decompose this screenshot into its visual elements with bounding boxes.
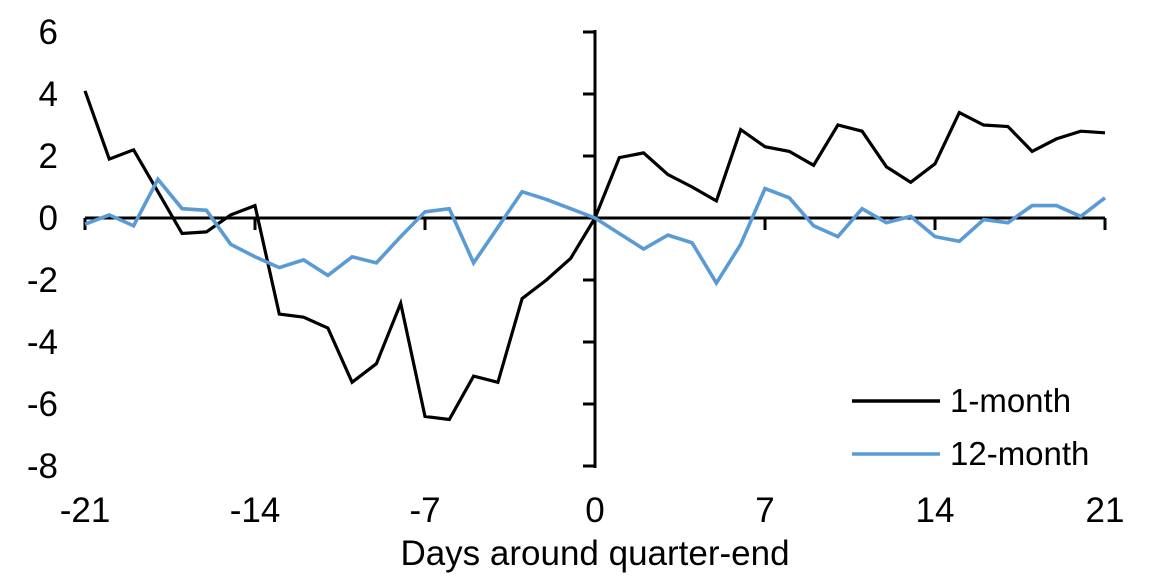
x-tick-label: -21 xyxy=(60,491,111,530)
x-tick-label: -7 xyxy=(409,491,440,530)
series-line-12-month xyxy=(84,176,1107,287)
x-tick-label: 0 xyxy=(585,491,604,530)
y-tick-label: -6 xyxy=(27,385,58,424)
x-tick-label: 14 xyxy=(916,491,955,530)
legend-label: 12-month xyxy=(950,435,1089,472)
y-tick-label: 6 xyxy=(39,13,58,52)
legend-item: 1-month xyxy=(852,382,1071,419)
y-tick-label: -8 xyxy=(27,447,58,486)
y-tick-label: -4 xyxy=(27,323,58,362)
y-tick-label: 0 xyxy=(39,199,58,238)
legend-label: 1-month xyxy=(950,382,1071,419)
x-tick-label: 7 xyxy=(755,491,774,530)
y-tick-label: 2 xyxy=(39,137,58,176)
y-tick-label: 4 xyxy=(39,75,58,114)
x-tick-label: 21 xyxy=(1086,491,1125,530)
legend-item: 12-month xyxy=(852,435,1089,472)
x-axis-title: Days around quarter-end xyxy=(400,534,789,573)
y-tick-label: -2 xyxy=(27,261,58,300)
x-tick-label: -14 xyxy=(230,491,281,530)
